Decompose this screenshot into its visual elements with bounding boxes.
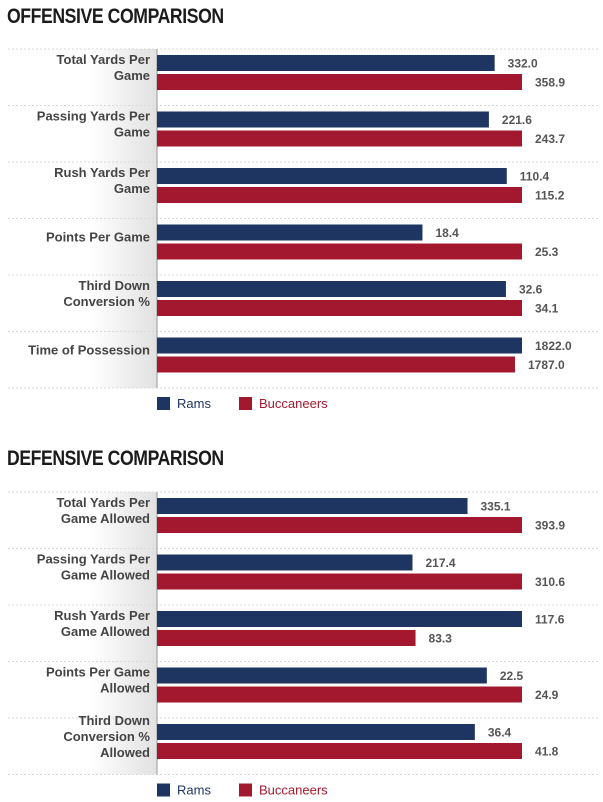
value-label: 36.4 bbox=[488, 726, 512, 740]
value-label: 41.8 bbox=[535, 745, 559, 759]
legend-swatch-rams bbox=[157, 783, 170, 797]
category-label: Rush Yards Per Game Allowed bbox=[54, 608, 150, 639]
offensive-title: OFFENSIVE COMPARISON bbox=[7, 5, 224, 28]
bar-rams bbox=[157, 224, 423, 241]
bar-buccaneers bbox=[157, 630, 416, 646]
label-column-bg bbox=[8, 49, 157, 388]
value-label: 117.6 bbox=[535, 613, 565, 627]
legend-label-rams: Rams bbox=[177, 396, 211, 411]
bar-buccaneers bbox=[157, 517, 522, 533]
legend-swatch-buccaneers bbox=[239, 783, 252, 797]
bar-buccaneers bbox=[157, 187, 522, 203]
value-label: 310.6 bbox=[535, 575, 565, 589]
legend-swatch-buccaneers bbox=[239, 397, 252, 410]
value-label: 18.4 bbox=[435, 226, 459, 240]
bar-rams bbox=[157, 111, 489, 128]
value-label: 110.4 bbox=[520, 170, 550, 184]
value-label: 335.1 bbox=[481, 500, 511, 514]
value-label: 393.9 bbox=[535, 519, 565, 533]
bar-rams bbox=[157, 168, 507, 184]
category-label: Third Down Conversion % bbox=[63, 278, 150, 309]
value-label: 1787.0 bbox=[528, 358, 565, 372]
category-label: Time of Possession bbox=[28, 343, 150, 358]
bar-buccaneers bbox=[157, 743, 522, 759]
value-label: 115.2 bbox=[535, 189, 565, 203]
value-label: 1822.0 bbox=[535, 339, 572, 353]
offensive-chart: Total Yards Per Game 332.0 358.9 Passing Yar… bbox=[0, 46, 603, 416]
bar-rams bbox=[157, 667, 487, 684]
legend-label-buccaneers: Buccaneers bbox=[259, 783, 328, 798]
value-label: 217.4 bbox=[425, 556, 455, 570]
bar-rams bbox=[157, 554, 413, 571]
bar-rams bbox=[157, 611, 522, 627]
bar-buccaneers bbox=[157, 74, 522, 90]
defensive-title: DEFENSIVE COMPARISON bbox=[7, 447, 224, 470]
legend-swatch-rams bbox=[157, 397, 170, 410]
defensive-chart: Total Yards Per Game Allowed 335.1 393.9 Pas… bbox=[0, 489, 603, 802]
legend-label-rams: Rams bbox=[177, 783, 211, 798]
value-label: 22.5 bbox=[500, 669, 524, 683]
category-label: Points Per Game Allowed bbox=[46, 665, 150, 696]
bar-rams bbox=[157, 337, 522, 354]
bar-buccaneers bbox=[157, 243, 522, 260]
bar-buccaneers bbox=[157, 356, 515, 373]
bar-buccaneers bbox=[157, 130, 522, 147]
value-label: 83.3 bbox=[429, 632, 453, 646]
value-label: 24.9 bbox=[535, 688, 559, 702]
value-label: 34.1 bbox=[535, 302, 559, 316]
defensive-chart-svg: Total Yards Per Game Allowed 335.1 393.9 Pas… bbox=[8, 491, 598, 798]
value-label: 243.7 bbox=[535, 132, 565, 146]
category-label: Total Yards Per Game Allowed bbox=[57, 495, 150, 526]
value-label: 221.6 bbox=[502, 113, 532, 127]
bar-rams bbox=[157, 55, 495, 71]
value-label: 25.3 bbox=[535, 245, 559, 259]
value-label: 358.9 bbox=[535, 76, 565, 90]
bar-buccaneers bbox=[157, 686, 522, 703]
category-label: Passing Yards Per Game bbox=[37, 109, 150, 140]
legend-label-buccaneers: Buccaneers bbox=[259, 396, 328, 411]
category-label: Rush Yards Per Game bbox=[54, 165, 150, 196]
bar-buccaneers bbox=[157, 573, 522, 590]
value-label: 332.0 bbox=[508, 57, 538, 71]
bar-rams bbox=[157, 498, 468, 514]
label-column-bg bbox=[8, 492, 157, 775]
category-label: Total Yards Per Game bbox=[57, 52, 150, 83]
category-label: Passing Yards Per Game Allowed bbox=[37, 552, 150, 583]
category-label: Points Per Game bbox=[46, 230, 150, 245]
bar-rams bbox=[157, 724, 475, 740]
bar-buccaneers bbox=[157, 300, 522, 316]
bar-rams bbox=[157, 281, 506, 297]
category-label: Third Down Conversion % Allowed bbox=[63, 713, 150, 760]
offensive-chart-svg: Total Yards Per Game 332.0 358.9 Passing Yar… bbox=[8, 48, 598, 411]
value-label: 32.6 bbox=[519, 283, 543, 297]
